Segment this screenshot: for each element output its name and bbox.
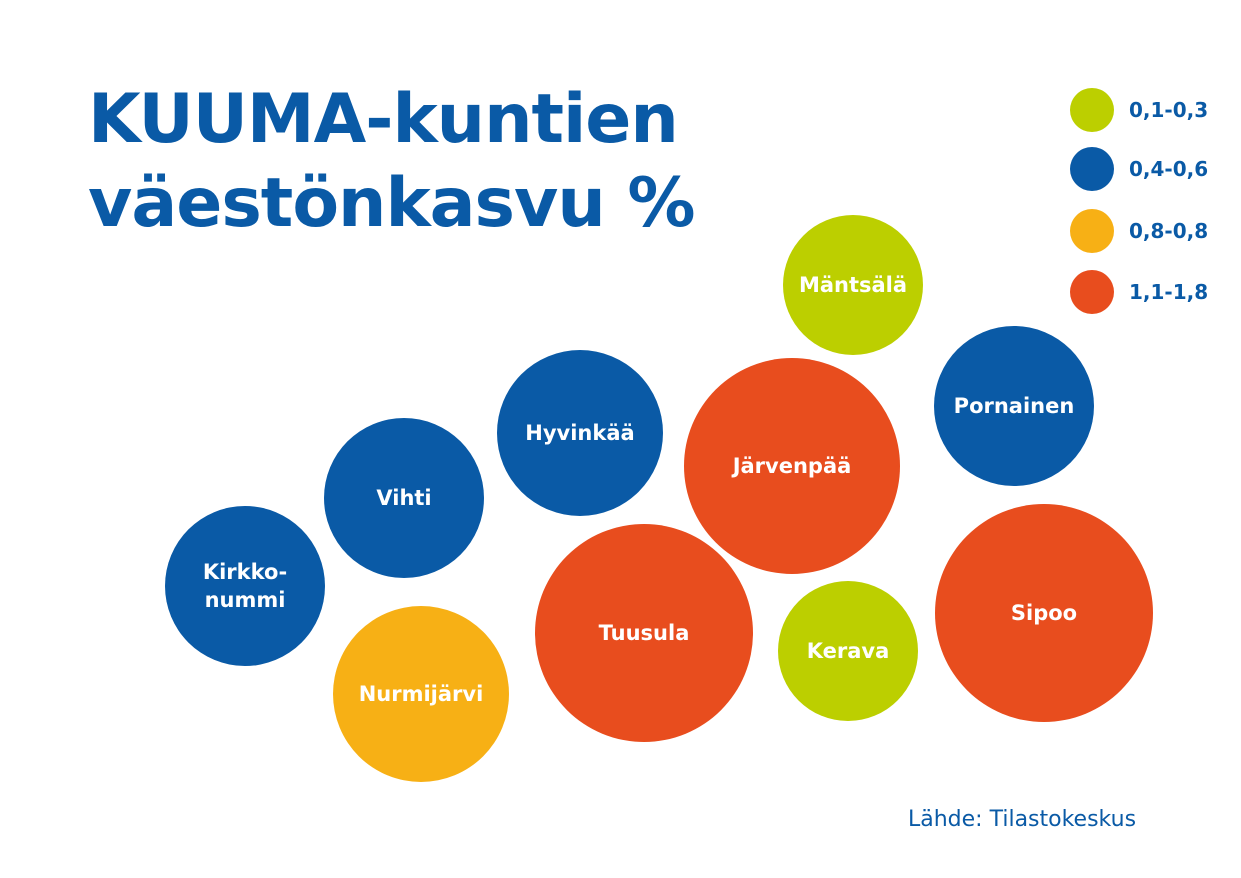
bubble-pornainen-circle xyxy=(934,326,1094,486)
bubble-hyvinkaa-circle xyxy=(497,350,663,516)
legend-label-1: 0,1-0,3 xyxy=(1129,98,1208,122)
bubble-kirkkonummi: Kirkko-nummi xyxy=(165,506,325,666)
bubble-kirkkonummi-circle xyxy=(165,506,325,666)
legend: 0,1-0,3 0,4-0,6 0,8-0,8 1,1-1,8 xyxy=(1070,88,1208,314)
bubble-tuusula-label: Tuusula xyxy=(599,621,690,645)
chart-title: KUUMA-kuntien väestönkasvu % xyxy=(88,78,696,246)
legend-item-3: 0,8-0,8 xyxy=(1070,209,1208,253)
source-note: Lähde: Tilastokeskus xyxy=(908,807,1137,832)
bubble-vihti: Vihti xyxy=(324,418,484,578)
bubble-mantsala-label: Mäntsälä xyxy=(799,273,907,297)
legend-swatch-1 xyxy=(1070,88,1114,132)
bubble-kerava-label: Kerava xyxy=(807,639,890,663)
bubble-sipoo-circle xyxy=(935,504,1153,722)
bubble-pornainen: Pornainen xyxy=(934,326,1094,486)
bubble-nurmijarvi-label: Nurmijärvi xyxy=(359,682,484,706)
bubble-jarvenpaa: Järvenpää xyxy=(684,358,900,574)
bubble-vihti-label: Vihti xyxy=(376,486,431,510)
legend-swatch-3 xyxy=(1070,209,1114,253)
legend-item-2: 0,4-0,6 xyxy=(1070,147,1208,191)
legend-item-1: 0,1-0,3 xyxy=(1070,88,1208,132)
bubble-sipoo: Sipoo xyxy=(935,504,1153,722)
bubble-pornainen-label: Pornainen xyxy=(954,394,1075,418)
bubble-kirkkonummi-label-1: Kirkko- xyxy=(203,560,287,584)
legend-swatch-4 xyxy=(1070,270,1114,314)
legend-label-4: 1,1-1,8 xyxy=(1129,280,1208,304)
bubble-tuusula-circle xyxy=(535,524,753,742)
bubble-mantsala: Mäntsälä xyxy=(783,215,923,355)
bubble-hyvinkaa-label: Hyvinkää xyxy=(525,421,634,445)
legend-label-3: 0,8-0,8 xyxy=(1129,219,1208,243)
bubble-jarvenpaa-label: Järvenpää xyxy=(731,454,852,478)
chart-title-line-2: väestönkasvu % xyxy=(88,164,696,243)
bubble-nurmijarvi-circle xyxy=(333,606,509,782)
bubble-kerava-circle xyxy=(778,581,918,721)
bubble-kirkkonummi-label-2: nummi xyxy=(205,588,286,612)
bubble-kerava: Kerava xyxy=(778,581,918,721)
bubble-sipoo-label: Sipoo xyxy=(1011,601,1077,625)
legend-label-2: 0,4-0,6 xyxy=(1129,157,1208,181)
legend-item-4: 1,1-1,8 xyxy=(1070,270,1208,314)
chart-title-line-1: KUUMA-kuntien xyxy=(88,80,679,159)
bubble-jarvenpaa-circle xyxy=(684,358,900,574)
bubble-hyvinkaa: Hyvinkää xyxy=(497,350,663,516)
bubble-vihti-circle xyxy=(324,418,484,578)
legend-swatch-2 xyxy=(1070,147,1114,191)
bubble-tuusula: Tuusula xyxy=(535,524,753,742)
bubble-nurmijarvi: Nurmijärvi xyxy=(333,606,509,782)
bubble-mantsala-circle xyxy=(783,215,923,355)
